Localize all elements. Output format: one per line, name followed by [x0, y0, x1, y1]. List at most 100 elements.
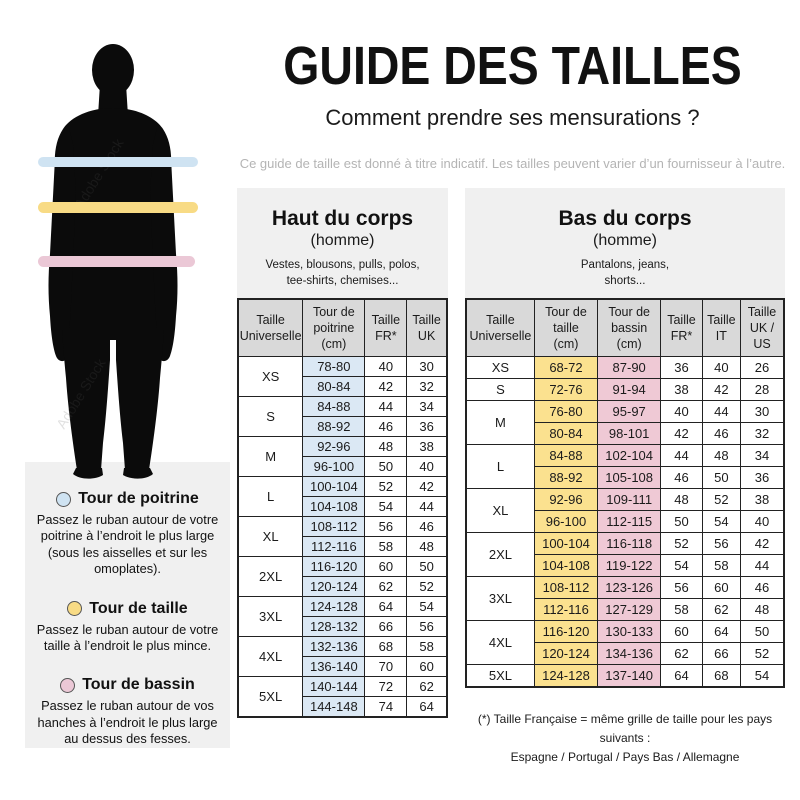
value-cell: 112-116	[302, 536, 366, 558]
value-cell: 104-108	[533, 554, 599, 578]
value-cell: 52	[406, 576, 448, 598]
value-cell: 66	[364, 616, 408, 638]
value-cell: 56	[660, 576, 703, 600]
legend-panel: Tour de poitrine Passez le ruban autour d…	[25, 462, 230, 748]
column-header: Tour de bassin (cm)	[597, 298, 662, 358]
value-cell: 62	[406, 676, 448, 698]
value-cell: 137-140	[597, 664, 662, 688]
size-label-cell: S	[465, 378, 535, 402]
table-row: XS 68-72 87-90 36 40 26	[465, 356, 785, 380]
value-cell: 32	[406, 376, 448, 398]
value-cell: 68	[701, 664, 742, 688]
value-cell: 98-101	[597, 422, 662, 446]
value-cell: 64	[364, 596, 408, 618]
column-header: Taille FR*	[660, 298, 703, 358]
size-label-cell: 5XL	[465, 664, 535, 688]
table-row: 120-124 134-136 62 66 52	[466, 642, 785, 666]
value-cell: 70	[364, 656, 408, 678]
legend-item-text: Passez le ruban autour de vos hanches à …	[37, 698, 218, 746]
value-cell: 120-124	[533, 642, 599, 666]
value-cell: 50	[701, 466, 742, 490]
table-row: L 100-104 52 42	[237, 476, 448, 518]
value-cell: 30	[740, 400, 785, 424]
waist-measure-band	[38, 202, 198, 213]
value-cell: 92-96	[533, 488, 599, 512]
upper-panel-title: Haut du corps	[271, 207, 414, 230]
value-cell: 112-116	[533, 598, 599, 622]
value-cell: 52	[740, 642, 785, 666]
value-cell: 30	[406, 356, 448, 378]
value-cell: 72	[364, 676, 408, 698]
value-cell: 34	[406, 396, 448, 418]
value-cell: 46	[660, 466, 703, 490]
value-cell: 76-80	[533, 400, 599, 424]
value-cell: 42	[740, 532, 785, 556]
value-cell: 74	[364, 696, 408, 718]
column-header: Taille Universelle	[465, 298, 535, 358]
table-row: 3XL 124-128 64 54	[237, 596, 448, 638]
size-table: Taille Universelle Tour de taille (cm) Tou…	[465, 298, 785, 689]
value-cell: 88-92	[302, 416, 366, 438]
table-row: 5XL 140-144 72 62	[237, 676, 448, 718]
table-row: M 92-96 48 38	[237, 436, 448, 478]
value-cell: 127-129	[597, 598, 662, 622]
table-row: 4XL 132-136 68 58	[237, 636, 448, 678]
size-label-cell: 3XL	[237, 596, 304, 638]
table-row: S 84-88 44 34	[237, 396, 448, 438]
value-cell: 62	[701, 598, 742, 622]
value-cell: 50	[364, 456, 408, 478]
male-silhouette-illustration	[48, 44, 178, 479]
value-cell: 64	[660, 664, 703, 688]
value-cell: 123-126	[597, 576, 662, 600]
value-cell: 44	[740, 554, 785, 578]
value-cell: 124-128	[533, 664, 599, 688]
poitrine-dot-icon	[56, 491, 72, 507]
upper-panel-subtitle: (homme)	[310, 232, 375, 249]
value-cell: 108-112	[302, 516, 366, 538]
value-cell: 80-84	[302, 376, 366, 398]
size-label-cell: S	[237, 396, 304, 438]
value-cell: 42	[701, 378, 742, 402]
table-row: 80-84 42 32	[238, 376, 448, 398]
value-cell: 60	[701, 576, 742, 600]
value-cell: 32	[740, 422, 785, 446]
value-cell: 64	[406, 696, 448, 718]
table-row: 88-92 46 36	[238, 416, 448, 438]
value-cell: 120-124	[302, 576, 366, 598]
value-cell: 68	[364, 636, 408, 658]
value-cell: 40	[660, 400, 703, 424]
value-cell: 46	[364, 416, 408, 438]
value-cell: 116-118	[597, 532, 662, 556]
value-cell: 72-76	[533, 378, 599, 402]
value-cell: 50	[406, 556, 448, 578]
value-cell: 140-144	[302, 676, 366, 698]
table-row: 3XL 108-112 123-126 56 60 46	[465, 576, 785, 622]
value-cell: 46	[406, 516, 448, 538]
value-cell: 26	[740, 356, 785, 380]
value-cell: 58	[660, 598, 703, 622]
value-cell: 96-100	[302, 456, 366, 478]
value-cell: 38	[740, 488, 785, 512]
lower-panel-title: Bas du corps	[558, 207, 692, 230]
value-cell: 124-128	[302, 596, 366, 618]
value-cell: 44	[364, 396, 408, 418]
value-cell: 80-84	[533, 422, 599, 446]
table-row: 2XL 100-104 116-118 52 56 42	[465, 532, 785, 578]
value-cell: 100-104	[533, 532, 599, 556]
table-row: S 72-76 91-94 38 42 28	[465, 378, 785, 402]
value-cell: 42	[660, 422, 703, 446]
value-cell: 42	[406, 476, 448, 498]
value-cell: 54	[406, 596, 448, 618]
value-cell: 40	[701, 356, 742, 380]
value-cell: 56	[701, 532, 742, 556]
value-cell: 66	[701, 642, 742, 666]
size-label-cell: M	[465, 400, 535, 446]
upper-body-panel: Haut du corps (homme) Vestes, blousons, …	[237, 188, 448, 719]
value-cell: 105-108	[597, 466, 662, 490]
size-label-cell: 5XL	[237, 676, 304, 718]
legend-item-title: Tour de taille	[89, 599, 188, 617]
value-cell: 88-92	[533, 466, 599, 490]
value-cell: 68-72	[533, 356, 599, 380]
value-cell: 52	[364, 476, 408, 498]
